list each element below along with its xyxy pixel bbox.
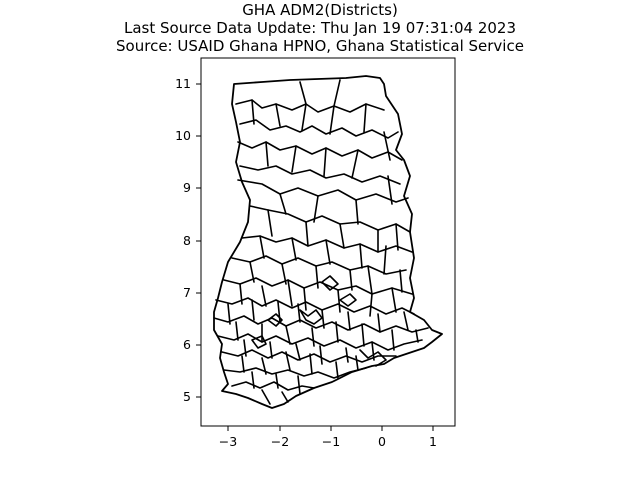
x-tick-label: −1 <box>322 434 340 449</box>
x-tick-label: 1 <box>429 434 437 449</box>
x-tick-label: 0 <box>378 434 386 449</box>
y-tick-label: 6 <box>183 337 191 352</box>
y-tick-label: 11 <box>175 76 191 91</box>
district-boundaries <box>213 79 429 405</box>
y-tick-label: 10 <box>175 128 191 143</box>
y-tick-label: 5 <box>183 389 191 404</box>
x-tick-labels: −3 −2 −1 0 1 <box>219 434 437 449</box>
y-axis <box>196 83 201 398</box>
map-update-line: Last Source Data Update: Thu Jan 19 07:3… <box>123 19 517 37</box>
x-tick-label: −2 <box>271 434 289 449</box>
map-source-line: Source: USAID Ghana HPNO, Ghana Statisti… <box>116 37 524 55</box>
map-title-block: GHA ADM2(Districts) Last Source Data Upd… <box>0 0 640 55</box>
y-tick-labels: 5 6 7 8 9 10 11 <box>175 76 191 404</box>
x-axis <box>227 426 434 431</box>
x-tick-label: −3 <box>219 434 237 449</box>
y-tick-label: 9 <box>183 180 191 195</box>
map-title: GHA ADM2(Districts) <box>242 1 398 19</box>
y-tick-label: 8 <box>183 233 191 248</box>
y-tick-label: 7 <box>183 285 191 300</box>
